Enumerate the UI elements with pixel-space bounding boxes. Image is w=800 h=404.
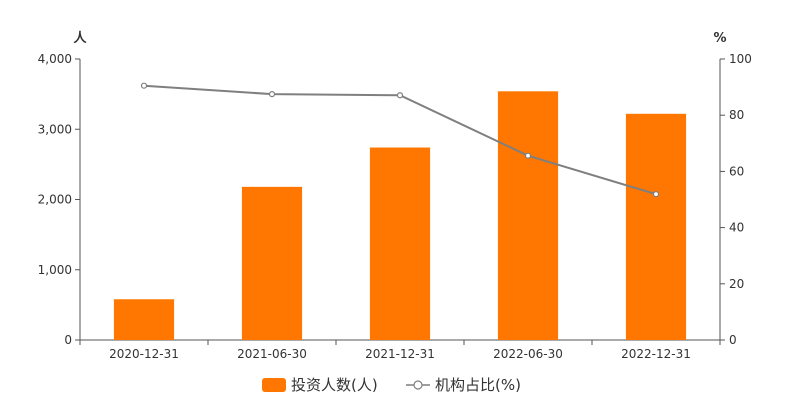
line-point — [396, 92, 404, 99]
bars-layer — [113, 91, 687, 340]
line-point — [652, 191, 660, 198]
line-point — [268, 91, 276, 98]
y-right-tick-label: 80 — [729, 108, 744, 122]
y-right-tick-label: 60 — [729, 164, 744, 178]
y-left-tick-label: 1,000 — [38, 263, 72, 277]
y-right-tick-label: 20 — [729, 277, 744, 291]
line-point — [140, 82, 148, 89]
bar — [497, 91, 559, 340]
x-tick-label: 2020-12-31 — [109, 347, 179, 361]
legend-line-marker — [413, 380, 423, 390]
x-tick-label: 2022-06-30 — [493, 347, 563, 361]
bar — [369, 147, 431, 340]
bar — [625, 113, 687, 340]
legend-line-label: 机构占比(%) — [435, 376, 521, 394]
y-right-unit-label: % — [713, 31, 726, 46]
legend: 投资人数(人) 机构占比(%) — [262, 376, 521, 394]
y-left-unit-label: 人 — [73, 30, 87, 46]
line-point — [524, 152, 532, 159]
y-right-tick-label: 100 — [729, 52, 752, 66]
x-tick-label: 2021-06-30 — [237, 347, 307, 361]
y-left-tick-label: 0 — [64, 333, 72, 347]
x-tick-label: 2021-12-31 — [365, 347, 435, 361]
bar — [241, 186, 303, 340]
legend-bar-swatch — [262, 378, 286, 392]
y-left-tick-label: 4,000 — [38, 52, 72, 66]
y-left-tick-label: 2,000 — [38, 193, 72, 207]
y-left-tick-label: 3,000 — [38, 122, 72, 136]
y-right-tick-label: 40 — [729, 221, 744, 235]
line-layer — [140, 82, 660, 198]
bar — [113, 299, 175, 340]
x-tick-label: 2022-12-31 — [621, 347, 691, 361]
legend-bar-label: 投资人数(人) — [291, 376, 378, 394]
y-right-tick-label: 0 — [729, 333, 737, 347]
